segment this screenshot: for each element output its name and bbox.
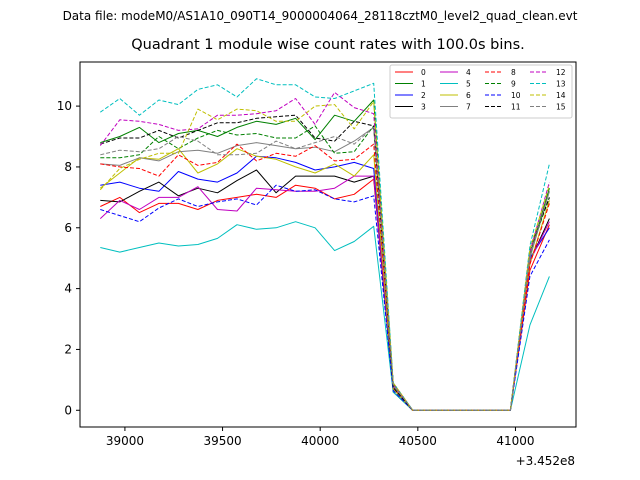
series-line-15: [100, 126, 550, 411]
legend-label-9: 9: [511, 80, 516, 89]
legend-label-4: 4: [466, 68, 471, 77]
x-offset-label: +3.452e8: [516, 454, 575, 468]
y-tick-label: 4: [64, 282, 72, 296]
legend-label-6: 6: [466, 91, 471, 100]
legend-label-5: 5: [466, 80, 471, 89]
y-tick-label: 8: [64, 160, 72, 174]
legend-label-0: 0: [421, 68, 426, 77]
x-tick-label: 39500: [203, 434, 241, 448]
x-tick-label: 40500: [399, 434, 437, 448]
legend-label-7: 7: [466, 103, 471, 112]
suptitle: Data file: modeM0/AS1A10_090T14_90000040…: [63, 9, 578, 23]
series-group: [99, 78, 550, 411]
y-tick-label: 2: [64, 342, 72, 356]
chart-title: Quadrant 1 module wise count rates with …: [131, 37, 525, 53]
plot-area: [79, 61, 577, 428]
legend-label-8: 8: [511, 68, 516, 77]
series-line-14: [99, 101, 550, 411]
y-axis: 0 2 4 6 8 10: [57, 99, 80, 417]
x-axis: 39000 39500 40000 40500 41000: [106, 427, 535, 448]
legend-label-15: 15: [556, 103, 566, 112]
y-tick-label: 0: [64, 403, 72, 417]
y-tick-label: 10: [57, 99, 72, 113]
y-tick-label: 6: [64, 221, 72, 235]
x-tick-label: 41000: [496, 434, 534, 448]
axes-frame: [79, 61, 577, 428]
legend-label-13: 13: [556, 80, 566, 89]
legend-label-11: 11: [511, 103, 521, 112]
legend-label-12: 12: [556, 68, 566, 77]
legend-label-14: 14: [556, 91, 566, 100]
legend-label-10: 10: [511, 91, 521, 100]
x-tick-label: 40000: [301, 434, 339, 448]
legend-label-1: 1: [421, 80, 426, 89]
legend-box: [389, 64, 573, 119]
legend-label-2: 2: [421, 91, 426, 100]
x-tick-label: 39000: [106, 434, 144, 448]
legend-label-3: 3: [421, 103, 426, 112]
